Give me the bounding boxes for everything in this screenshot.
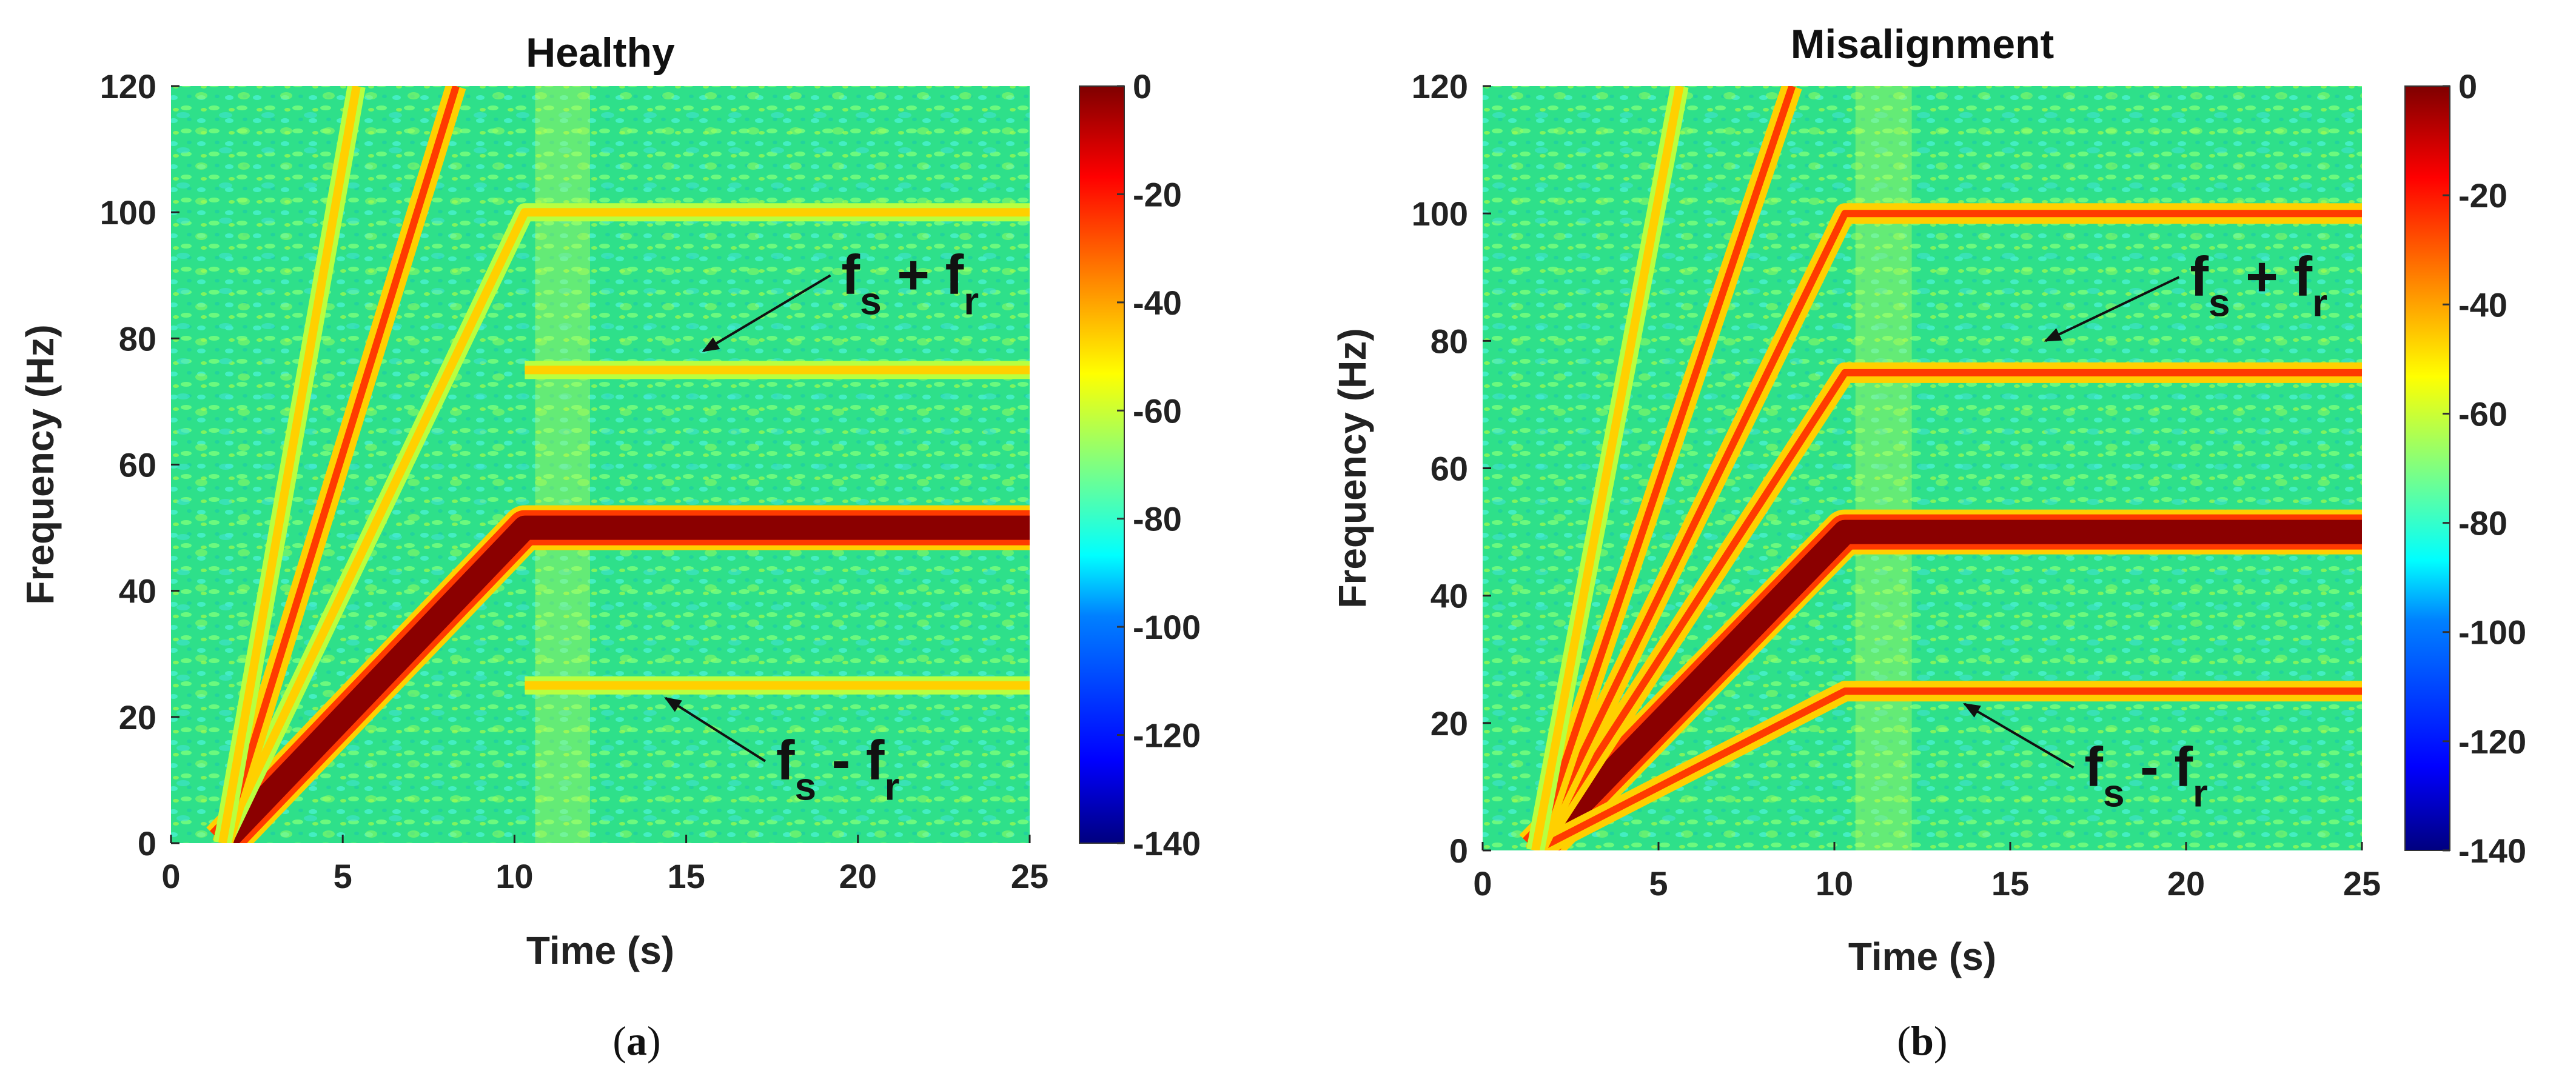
annotation-label: fs + fr	[841, 244, 979, 322]
annotation-arrow	[664, 696, 766, 763]
colorbar-tick-label: -40	[2458, 285, 2507, 324]
y-tick-label: 20	[119, 698, 156, 736]
colorbar-tick-label: -80	[1133, 500, 1182, 538]
ridge-lower-sideband-fs-minus-fr	[1531, 681, 2362, 850]
y-axis-label: Frequency (Hz)	[18, 324, 62, 604]
y-tick-label: 80	[1431, 322, 1468, 360]
y-tick-label: 40	[119, 572, 156, 610]
y-tick-label: 60	[1431, 450, 1468, 488]
annotation-fs-plus-fr: fs + fr	[702, 244, 979, 352]
annotation-arrow	[1963, 703, 2075, 769]
x-tick-label: 0	[161, 857, 180, 895]
ridge-supply-frequency	[1519, 509, 2362, 850]
colorbar-tick-label: -20	[1133, 175, 1182, 213]
annotation-arrow	[702, 274, 831, 352]
x-tick-label: 20	[2167, 864, 2205, 903]
panel-caption: (a)	[612, 1018, 660, 1064]
y-tick-label: 20	[1431, 704, 1468, 743]
x-axis-label: Time (s)	[1848, 935, 1996, 978]
colorbar-tick-label: -80	[2458, 504, 2507, 542]
annotation-label: fs - fr	[776, 730, 900, 809]
colorbar-tick-label: -120	[1133, 716, 1201, 755]
colorbar-tick-label: -120	[2458, 723, 2526, 761]
annotation-arrow	[2044, 276, 2180, 342]
x-axis-ticks: 0 5 10 15 20 25	[1473, 842, 2381, 903]
colorbar-tick-label: -40	[1133, 284, 1182, 322]
transient-band	[1855, 86, 1912, 850]
colorbar-tick-label: -60	[1133, 392, 1182, 430]
y-axis-label: Frequency (Hz)	[1330, 328, 1374, 608]
colorbar-tick-label: -140	[2458, 832, 2526, 870]
colorbar	[2404, 85, 2450, 851]
chart-title: Misalignment	[1791, 21, 2054, 67]
ridge-upper-sideband-fs-plus-fr	[1526, 362, 2362, 850]
y-tick-label: 100	[1412, 195, 1468, 233]
colorbar-ticks: 0 -20 -40 -60 -80 -100 -120 -140	[1117, 67, 1201, 863]
y-axis-ticks: 0 20 40 60 80 100 120	[100, 67, 179, 863]
panel-healthy: Healthy 0 5 10 15 20 25 0 20 40 60 80 100 120 Time …	[18, 30, 1201, 1064]
x-tick-label: 10	[495, 857, 533, 895]
ridge-second-harmonic	[214, 203, 1030, 843]
colorbar-tick-label: -100	[2458, 613, 2526, 652]
x-axis-label: Time (s)	[526, 929, 674, 972]
ridge-steep-component-1	[212, 86, 466, 843]
x-tick-label: 5	[1649, 864, 1668, 903]
colorbar-tick-label: 0	[2458, 67, 2477, 105]
ridge-supply-frequency	[206, 505, 1030, 843]
annotation-label: fs - fr	[2084, 736, 2208, 815]
x-tick-label: 5	[334, 857, 352, 895]
y-tick-label: 0	[1449, 832, 1468, 870]
y-tick-label: 80	[119, 319, 156, 358]
colorbar	[1079, 85, 1125, 844]
x-tick-label: 10	[1816, 864, 1853, 903]
ridge-layer	[1519, 86, 2362, 850]
x-tick-label: 25	[2343, 864, 2381, 903]
plot-texture-coarse	[171, 86, 1030, 843]
y-tick-label: 40	[1431, 577, 1468, 615]
y-tick-label: 0	[138, 824, 156, 863]
panel-misalignment: Misalignment 0 5 10 15 20 25 020406080100120 …	[1330, 21, 2526, 1064]
y-axis-ticks: 0 20 40 60 80 100 120	[1412, 67, 1491, 870]
colorbar-tick-label: -60	[2458, 395, 2507, 433]
x-axis-ticks: 0 5 10 15 20 25	[161, 835, 1048, 895]
x-tick-label: 0	[1473, 864, 1492, 903]
x-tick-label: 15	[1991, 864, 2029, 903]
colorbar-tick-label: -100	[1133, 608, 1201, 646]
annotation-layer: fs + fr fs - fr	[664, 244, 979, 809]
y-tick-label: 60	[119, 446, 156, 484]
ridge-steep-component-2	[1526, 86, 1689, 850]
annotation-label: fs + fr	[2190, 245, 2327, 324]
x-tick-label: 20	[839, 857, 877, 895]
colorbar-tick-label: -140	[1133, 824, 1201, 863]
annotation-fs-minus-fr: fs - fr	[664, 696, 900, 809]
annotation-fs-plus-fr: fs + fr	[2044, 245, 2327, 342]
ridge-steep-component-1	[1525, 86, 1802, 850]
ridge-layer	[206, 86, 1030, 843]
annotation-layer: fs + fr fs - fr	[1963, 245, 2327, 815]
ridge-second-harmonic	[1526, 203, 2362, 850]
panel-caption: (b)	[1897, 1018, 1947, 1064]
x-tick-label: 15	[667, 857, 705, 895]
y-tick-label: 120	[1412, 67, 1468, 105]
y-tick-label: 120	[100, 67, 156, 105]
colorbar-tick-label: 0	[1133, 67, 1152, 105]
x-tick-label: 25	[1011, 857, 1048, 895]
chart-title: Healthy	[526, 30, 675, 76]
colorbar-tick-label: -20	[2458, 176, 2507, 215]
colorbar-ticks: 0 -20 -40 -60 -80 -100 -120 -140	[2443, 67, 2526, 870]
transient-band	[535, 86, 591, 843]
ridge-steep-component-2	[213, 86, 366, 843]
annotation-fs-minus-fr: fs - fr	[1963, 703, 2208, 815]
y-tick-label: 100	[100, 193, 156, 232]
